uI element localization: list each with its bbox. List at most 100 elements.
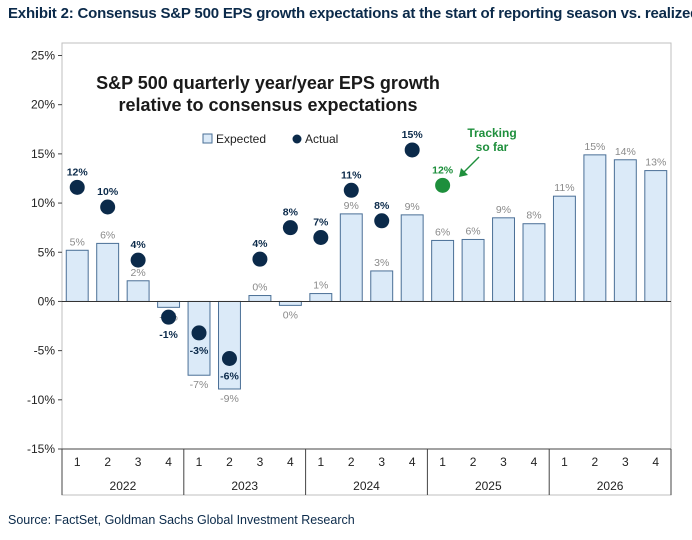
exhibit-title: Exhibit 2: Consensus S&P 500 EPS growth …: [8, 5, 692, 22]
expected-label: 14%: [615, 146, 636, 158]
actual-dot: [343, 182, 359, 198]
expected-bar: [339, 213, 363, 302]
x-tick-label: 3: [257, 455, 264, 469]
expected-label: 6%: [465, 225, 480, 237]
actual-labels: 12% 10% 4% -1% -3% -6% 4% 8% 7% 11% 8% 15% 12%: [67, 129, 454, 383]
expected-label: 8%: [526, 210, 541, 222]
expected-label: 6%: [100, 229, 115, 241]
actual-label: -6%: [220, 370, 239, 382]
year-label: 2024: [353, 479, 380, 493]
expected-bar: [613, 159, 637, 302]
expected-bar: [370, 270, 394, 302]
expected-bar: [157, 300, 181, 308]
expected-label: 3%: [374, 257, 389, 269]
annotation-line-2: so far: [476, 140, 509, 154]
expected-bar: [492, 217, 515, 302]
expected-bar: [431, 239, 455, 302]
tracking-label: 12%: [432, 164, 454, 176]
actual-label: 4%: [252, 238, 268, 250]
actual-label: -1%: [159, 329, 178, 341]
actual-dot: [282, 220, 298, 236]
year-label: 2026: [597, 479, 624, 493]
actual-dot: [69, 179, 85, 195]
year-label: 2022: [110, 479, 137, 493]
x-tick-label: 2: [104, 455, 111, 469]
actual-dot: [161, 309, 177, 325]
actual-label: 7%: [313, 216, 329, 228]
expected-label: -7%: [190, 379, 209, 391]
legend-expected-swatch: [202, 133, 213, 144]
expected-bars: [65, 154, 668, 390]
tracking-annotation: Tracking so far: [459, 126, 517, 177]
x-tick-label: 2: [226, 455, 233, 469]
expected-bar: [309, 293, 333, 302]
expected-label: 9%: [344, 200, 359, 212]
x-tick-label: 4: [409, 455, 416, 469]
expected-bar: [65, 249, 89, 302]
actual-label: 15%: [402, 129, 424, 141]
expected-label: 9%: [405, 201, 420, 213]
x-tick-label: 2: [592, 455, 599, 469]
expected-bar: [278, 300, 302, 306]
y-tick-label: -15%: [27, 442, 55, 456]
actual-label: 10%: [97, 186, 119, 198]
expected-bar: [96, 242, 120, 302]
expected-label: 15%: [584, 141, 605, 153]
expected-label: 2%: [131, 267, 146, 279]
expected-bar: [522, 223, 546, 302]
actual-dot: [130, 252, 146, 268]
annotation-arrow-head: [459, 168, 468, 177]
y-axis: -15% -10% -5% 0% 5% 10% 15% 20% 25%: [27, 49, 62, 456]
plot-frame: [61, 42, 672, 496]
y-tick-label: -5%: [34, 344, 56, 358]
actual-dot: [100, 199, 116, 215]
x-tick-label: 3: [378, 455, 385, 469]
expected-bar: [644, 170, 668, 302]
expected-label: 11%: [554, 182, 574, 194]
x-tick-label: 1: [561, 455, 568, 469]
actual-label: 11%: [341, 169, 362, 181]
expected-label: 0%: [283, 309, 298, 321]
actual-dot: [191, 325, 207, 341]
x-tick-label: 4: [531, 455, 538, 469]
actual-label: -3%: [190, 345, 209, 357]
expected-label: 13%: [645, 157, 666, 169]
y-tick-label: 0%: [38, 294, 56, 308]
expected-labels: 5% 6% 2% -1% -7% -9% 0% 0% 1% 9% 3% 9% 6% 6% 9% 8% 11% 15…: [70, 141, 667, 405]
expected-bar: [248, 295, 272, 302]
legend-actual-label: Actual: [305, 132, 338, 146]
x-tick-label: 1: [317, 455, 324, 469]
x-tick-label: 3: [500, 455, 507, 469]
actual-dot: [221, 350, 237, 366]
expected-bar: [126, 280, 150, 302]
year-label: 2025: [475, 479, 502, 493]
x-tick-label: 4: [165, 455, 172, 469]
actual-dot: [252, 251, 268, 267]
y-tick-label: 5%: [38, 245, 56, 259]
legend-expected-label: Expected: [216, 132, 266, 146]
actual-dot: [374, 213, 390, 229]
expected-bar: [583, 154, 607, 302]
expected-label: 5%: [70, 236, 85, 248]
expected-label: 6%: [435, 226, 450, 238]
expected-bar: [461, 238, 485, 302]
chart-title-line-2: relative to consensus expectations: [118, 95, 417, 115]
expected-label: 9%: [496, 204, 511, 216]
x-tick-label: 4: [287, 455, 294, 469]
x-axis: 1 2 3 4 1 2 3 4 1 2 3 4 1 2 3 4 1 2 3 4 2022 2023 2024 2025 2026: [61, 448, 672, 495]
expected-bar: [552, 195, 576, 302]
actual-label: 8%: [374, 200, 390, 212]
actual-dot: [313, 229, 329, 245]
expected-label: -9%: [220, 393, 239, 405]
x-tick-label: 1: [74, 455, 81, 469]
x-tick-label: 3: [135, 455, 142, 469]
actual-label: 12%: [67, 166, 89, 178]
y-tick-label: -10%: [27, 393, 55, 407]
annotation-line-1: Tracking: [467, 126, 516, 140]
tracking-dot: [435, 177, 451, 193]
chart-title-line-1: S&P 500 quarterly year/year EPS growth: [96, 73, 440, 93]
x-tick-label: 2: [470, 455, 477, 469]
actual-dot: [404, 142, 420, 158]
x-tick-label: 2: [348, 455, 355, 469]
